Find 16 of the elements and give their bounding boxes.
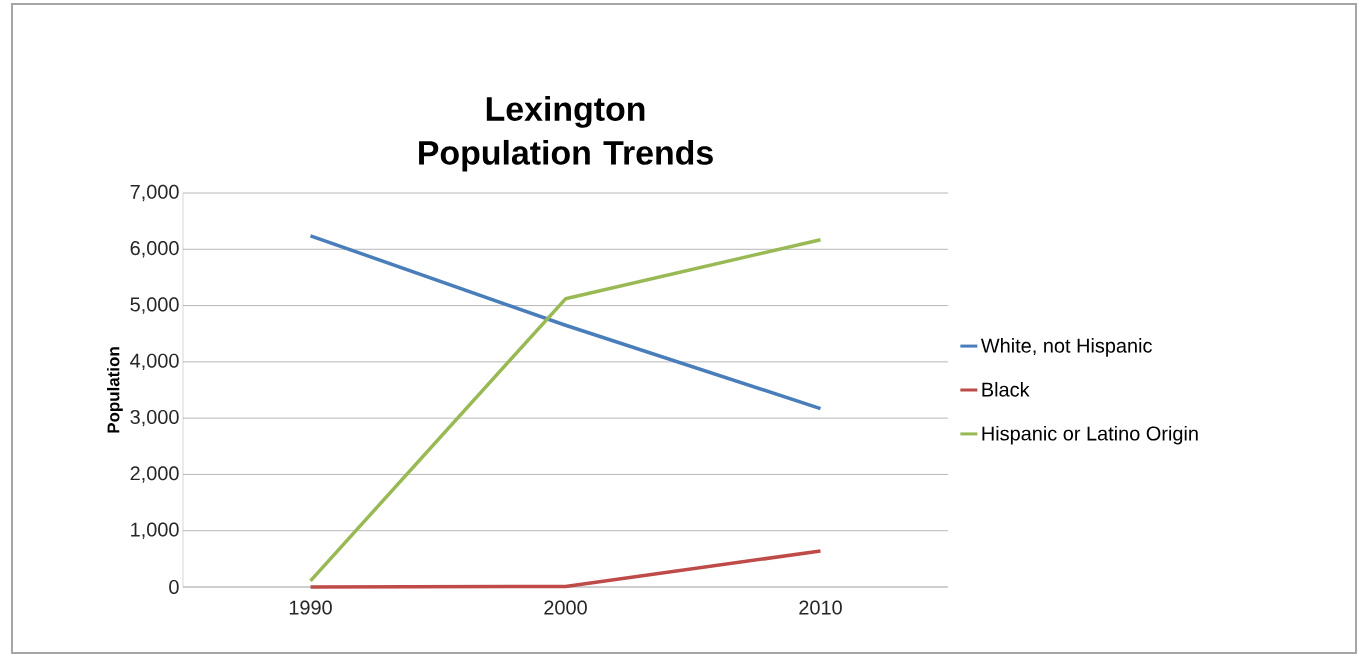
y-tick-label: 0 (169, 579, 179, 595)
y-tick-label: 5,000 (130, 297, 179, 314)
y-tick-label: 1,000 (131, 522, 179, 539)
legend-label: Hispanic or Latino Origin (982, 425, 1198, 445)
x-tick-label: 1990 (289, 600, 332, 615)
y-tick-label: 2,000 (130, 466, 179, 483)
y-tick-label: 4,000 (130, 353, 179, 371)
y-tick-label: 6,000 (130, 241, 179, 258)
chart-title: Lexington Population Trends (419, 96, 713, 172)
y-tick-label: 3,000 (130, 409, 179, 427)
x-tick-label: 2000 (544, 600, 587, 615)
y-axis-title: Population (107, 347, 123, 433)
legend-label: White, not Hispanic (980, 338, 1152, 357)
x-tick-label: 2010 (799, 600, 842, 615)
legend-label: Black (982, 382, 1030, 397)
y-tick-label: 7,000 (130, 184, 179, 202)
